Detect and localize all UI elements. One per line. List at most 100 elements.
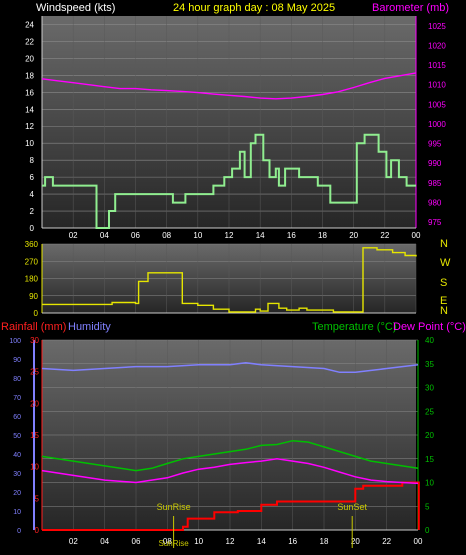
wind-y-tick-label: 18 [25, 71, 34, 80]
compass-label: W [440, 257, 451, 269]
temp-y-tick-label: 10 [425, 479, 434, 488]
sunrise-label: SunRise [157, 502, 191, 512]
temp-x-tick-label: 12 [226, 537, 235, 546]
wind-x-tick-label: 08 [162, 231, 171, 240]
dewpoint-line [41, 458, 419, 485]
baro-y-tick-label: 1025 [428, 22, 446, 31]
wind-y-tick-label: 14 [25, 105, 34, 114]
wind-x-tick-label: 04 [100, 231, 109, 240]
wind-x-tick-label: 00 [412, 231, 421, 240]
humidity-y-tick-label: 30 [13, 471, 21, 478]
wind-x-tick-label: 16 [287, 231, 296, 240]
barometer-line [41, 72, 417, 100]
humidity-y-tick-label: 40 [13, 452, 21, 459]
humidity-y-tick-label: 10 [13, 509, 21, 516]
wind-x-tick-label: 06 [131, 231, 140, 240]
windspeed-line [42, 133, 416, 229]
baro-y-tick-label: 990 [428, 159, 442, 168]
baro-y-tick-label: 1005 [428, 100, 446, 109]
baro-y-tick-label: 985 [428, 179, 442, 188]
compass-label: S [440, 277, 447, 289]
direction-y-tick-label: 360 [25, 240, 39, 249]
direction-y-tick-label: 270 [25, 257, 39, 266]
humidity-y-tick-label: 50 [13, 433, 21, 440]
wind-direction-line [42, 247, 417, 313]
temp-x-tick-label: 16 [288, 537, 297, 546]
humidity-y-tick-label: 20 [13, 490, 21, 497]
temp-x-tick-label: 14 [257, 537, 266, 546]
wind-y-tick-label: 16 [25, 88, 34, 97]
temperature-line [41, 439, 419, 472]
rain-y-tick-label: 25 [30, 368, 39, 377]
temp-y-tick-label: 0 [425, 526, 430, 535]
wind-y-tick-label: 0 [30, 224, 35, 233]
humidity-y-tick-label: 60 [13, 414, 21, 421]
humidity-y-tick-label: 70 [13, 395, 21, 402]
wind-x-tick-label: 10 [193, 231, 202, 240]
rain-y-tick-label: 30 [30, 336, 39, 345]
humidity-y-tick-label: 90 [13, 357, 21, 364]
temp-x-tick-label: 20 [351, 537, 360, 546]
wind-y-tick-label: 2 [30, 207, 35, 216]
direction-y-tick-label: 0 [34, 309, 39, 318]
humidity-line [41, 362, 419, 374]
humidity-y-tick-label: 80 [13, 376, 21, 383]
wind-y-tick-label: 4 [30, 190, 35, 199]
temp-x-tick-label: 00 [414, 537, 423, 546]
wind-y-tick-label: 24 [25, 20, 34, 29]
direction-y-tick-label: 90 [29, 292, 38, 301]
wind-x-tick-label: 18 [318, 231, 327, 240]
rain-y-tick-label: 15 [30, 431, 39, 440]
baro-y-tick-label: 1020 [428, 41, 446, 50]
wind-y-tick-label: 10 [25, 139, 34, 148]
baro-y-tick-label: 980 [428, 198, 442, 207]
rain-y-tick-label: 20 [30, 399, 39, 408]
temp-x-tick-label: 22 [382, 537, 391, 546]
wind-x-tick-label: 20 [349, 231, 358, 240]
temp-y-tick-label: 40 [425, 336, 434, 345]
rainfall-title: Rainfall (mm) [1, 321, 66, 333]
temp-y-tick-label: 5 [425, 502, 430, 511]
wind-y-tick-label: 12 [25, 122, 34, 131]
rain-y-tick-label: 0 [35, 526, 40, 535]
graph-date-title: 24 hour graph day : 08 May 2025 [173, 2, 335, 14]
baro-y-tick-label: 1000 [428, 120, 446, 129]
wind-x-tick-label: 12 [225, 231, 234, 240]
wind-y-tick-label: 6 [30, 173, 35, 182]
humidity-y-tick-label: 0 [17, 528, 21, 535]
temp-y-tick-label: 20 [425, 431, 434, 440]
sunrise-axis-label: SunRise [158, 539, 189, 548]
temp-x-tick-label: 10 [194, 537, 203, 546]
temperature-title: Temperature (°C) [312, 321, 396, 333]
wind-x-tick-label: 14 [256, 231, 265, 240]
compass-label: E [440, 295, 447, 307]
compass-label: N [440, 238, 448, 250]
temp-y-tick-label: 35 [425, 360, 434, 369]
baro-y-tick-label: 995 [428, 140, 442, 149]
temp-x-tick-label: 18 [320, 537, 329, 546]
wind-x-tick-label: 22 [380, 231, 389, 240]
dewpoint-title: Dew Point (°C) [393, 321, 466, 333]
windspeed-title: Windspeed (kts) [36, 2, 115, 14]
rainfall-line [42, 481, 420, 531]
direction-y-tick-label: 180 [25, 275, 39, 284]
humidity-y-tick-label: 100 [9, 338, 21, 345]
temp-x-tick-label: 02 [69, 537, 78, 546]
temp-x-tick-label: 08 [163, 537, 172, 546]
humidity-title: Humidity [68, 321, 111, 333]
temp-x-tick-label: 04 [100, 537, 109, 546]
baro-y-tick-label: 1015 [428, 61, 446, 70]
wind-x-tick-label: 02 [69, 231, 78, 240]
wind-y-tick-label: 22 [25, 37, 34, 46]
rain-y-tick-label: 5 [35, 494, 40, 503]
temp-x-tick-label: 06 [132, 537, 141, 546]
baro-y-tick-label: 1010 [428, 81, 446, 90]
baro-y-tick-label: 975 [428, 218, 442, 227]
sunset-label: SunSet [337, 502, 367, 512]
temp-y-tick-label: 15 [425, 455, 434, 464]
barometer-title: Barometer (mb) [372, 2, 449, 14]
wind-y-tick-label: 20 [25, 54, 34, 63]
